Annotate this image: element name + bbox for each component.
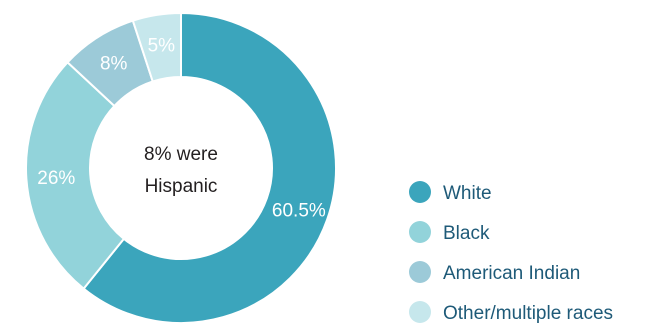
slice-data-labels: 60.5% 26% 8% 5% — [37, 36, 326, 222]
legend-label-other-multiple-races: Other/multiple races — [443, 303, 613, 324]
legend-item-white: White — [409, 181, 492, 204]
slice-other-multiple-races — [131, 11, 182, 83]
data-label-other-multiple-races: 5% — [148, 36, 176, 57]
slice-black — [25, 60, 126, 291]
data-label-black: 26% — [37, 168, 75, 189]
legend-item-black: Black — [409, 221, 490, 244]
legend-label-american-indian: American Indian — [443, 263, 580, 284]
legend-label-black: Black — [443, 223, 490, 244]
legend-swatch-white — [409, 181, 431, 203]
donut-slices — [25, 11, 337, 324]
center-text-line-2: Hispanic — [145, 176, 218, 197]
data-label-white: 60.5% — [272, 201, 326, 222]
legend-swatch-black — [409, 221, 431, 243]
data-label-american-indian: 8% — [100, 54, 128, 75]
legend-item-other-multiple-races: Other/multiple races — [409, 301, 613, 324]
donut-center: 8% were Hispanic — [144, 144, 218, 197]
legend-item-american-indian: American Indian — [409, 261, 580, 284]
legend-swatch-american-indian — [409, 261, 431, 283]
legend: White Black American Indian Other/multiple … — [409, 181, 613, 324]
slice-white — [82, 11, 337, 324]
legend-label-white: White — [443, 183, 492, 204]
center-text-line-1: 8% were — [144, 144, 218, 165]
legend-swatch-other-multiple-races — [409, 301, 431, 323]
